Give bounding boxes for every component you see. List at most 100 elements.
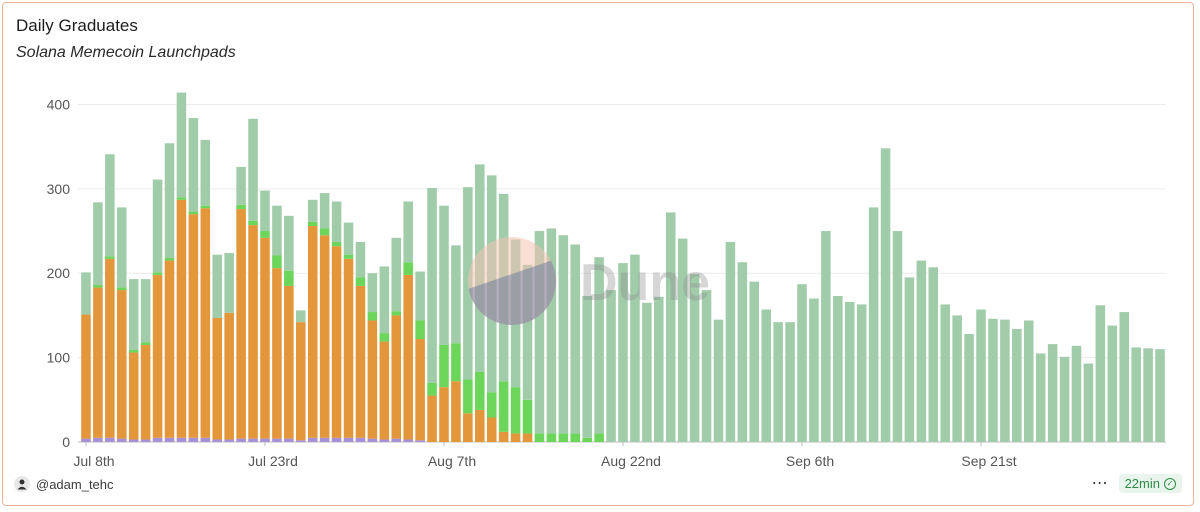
bar-segment-green — [105, 154, 115, 257]
bar-segment-bright_green — [116, 287, 127, 291]
bar-segment-purple — [128, 439, 139, 442]
bar-segment-green — [212, 254, 223, 318]
bar-segment-green — [713, 319, 724, 442]
bar-segment-green — [451, 245, 461, 344]
bar-segment-bright_green — [486, 392, 497, 418]
bar-segment-orange — [331, 246, 342, 438]
chart-subtitle: Solana Memecoin Launchpads — [16, 44, 236, 61]
bar-segment-purple — [224, 439, 234, 442]
bar-segment-green — [224, 252, 234, 313]
bar-segment-green — [463, 187, 473, 380]
bar-segment-green — [1035, 353, 1046, 442]
bar-segment-bright_green — [391, 311, 402, 316]
bar-segment-purple — [105, 437, 115, 442]
y-tick-label: 300 — [47, 181, 71, 197]
bar-segment-green — [379, 266, 390, 334]
bar-segment-green — [1047, 344, 1058, 442]
bar-segment-orange — [176, 199, 187, 438]
bar-segment-green — [1023, 320, 1034, 442]
bar-segment-green — [319, 193, 330, 229]
bar-segment-orange — [451, 381, 461, 442]
bar-segment-green — [534, 231, 545, 434]
bar-segment-green — [140, 279, 151, 343]
bar-segment-orange — [522, 433, 533, 442]
bar-segment-green — [856, 304, 867, 442]
bar-segment-orange — [140, 344, 151, 440]
check-circle-icon: ✓ — [1164, 477, 1176, 490]
bar-segment-bright_green — [498, 381, 509, 432]
author-username: @adam_tehc — [36, 476, 114, 492]
bar-segment-orange — [212, 317, 223, 440]
bar-segment-purple — [81, 438, 91, 442]
bar-segment-orange — [415, 339, 425, 441]
bar-segment-orange — [152, 274, 163, 438]
bar-segment-bright_green — [188, 211, 199, 215]
bar-segment-bright_green — [415, 320, 425, 340]
bar-segment-green — [606, 290, 616, 442]
bar-segment-bright_green — [272, 255, 282, 269]
bar-segment-bright_green — [355, 277, 366, 286]
bar-segment-green — [1071, 345, 1082, 442]
bar-segment-green — [880, 148, 891, 442]
bar-segment-orange — [475, 409, 485, 442]
bar-segment-orange — [284, 285, 294, 439]
bar-segment-bright_green — [367, 312, 378, 321]
chart-title: Daily Graduates — [16, 16, 138, 35]
bar-segment-green — [93, 202, 103, 286]
bar-segment-bright_green — [236, 204, 246, 210]
bar-segment-purple — [403, 439, 413, 442]
refresh-status-badge[interactable]: 22min ✓ — [1118, 474, 1182, 493]
bar-segment-orange — [188, 214, 199, 438]
y-tick-label: 100 — [47, 350, 71, 366]
bar-segment-orange — [200, 208, 211, 438]
y-tick-label: 0 — [62, 434, 70, 450]
bar-segment-purple — [415, 440, 425, 442]
bar-segment-orange — [260, 237, 270, 439]
bar-segment-green — [1131, 347, 1141, 442]
bar-segment-orange — [236, 209, 246, 439]
bar-segment-green — [618, 263, 628, 442]
bar-segment-green — [928, 267, 939, 442]
x-tick-label: Jul 8th — [73, 453, 114, 469]
watermark-logo-top — [468, 237, 556, 325]
bar-segment-bright_green — [140, 342, 151, 345]
bar-segment-purple — [212, 439, 223, 442]
bar-segment-orange — [105, 258, 115, 438]
bar-segment-green — [403, 201, 413, 263]
bar-segment-green — [331, 201, 342, 242]
bar-segment-bright_green — [546, 433, 557, 442]
bar-segment-orange — [248, 225, 258, 439]
bar-segment-green — [1095, 305, 1106, 442]
bar-segment-green — [1119, 312, 1130, 442]
bar-segment-green — [797, 284, 807, 442]
bar-segment-purple — [331, 437, 342, 442]
bar-segment-orange — [93, 287, 103, 438]
bar-segment-bright_green — [475, 371, 485, 410]
bar-segment-green — [665, 212, 676, 442]
author-link[interactable]: @adam_tehc — [14, 476, 114, 492]
watermark-text: Dune — [580, 254, 710, 312]
bar-segment-orange — [367, 320, 378, 439]
bar-segment-green — [844, 301, 855, 442]
bar-segment-bright_green — [534, 433, 545, 442]
bar-segment-green — [761, 309, 771, 442]
bar-segment-green — [522, 264, 533, 400]
bar-segment-bright_green — [343, 254, 354, 259]
more-options-button[interactable]: ⋯ — [1091, 474, 1109, 492]
bar-segment-orange — [486, 417, 497, 442]
bar-segment-purple — [152, 437, 163, 442]
y-tick-label: 400 — [47, 96, 71, 112]
bar-segment-green — [1143, 348, 1153, 442]
bar-segment-green — [128, 279, 139, 351]
bar-segment-green — [116, 207, 127, 288]
bar-segment-bright_green — [331, 241, 342, 247]
bar-segment-purple — [140, 439, 151, 442]
bar-segment-orange — [224, 312, 234, 440]
x-tick-label: Aug 7th — [428, 453, 476, 469]
bar-segment-orange — [510, 433, 521, 442]
bar-segment-bright_green — [558, 433, 569, 442]
bar-segment-orange — [296, 322, 306, 441]
refresh-time: 22min — [1124, 476, 1160, 491]
bar-segment-orange — [403, 274, 413, 440]
bar-segment-green — [1155, 349, 1165, 442]
